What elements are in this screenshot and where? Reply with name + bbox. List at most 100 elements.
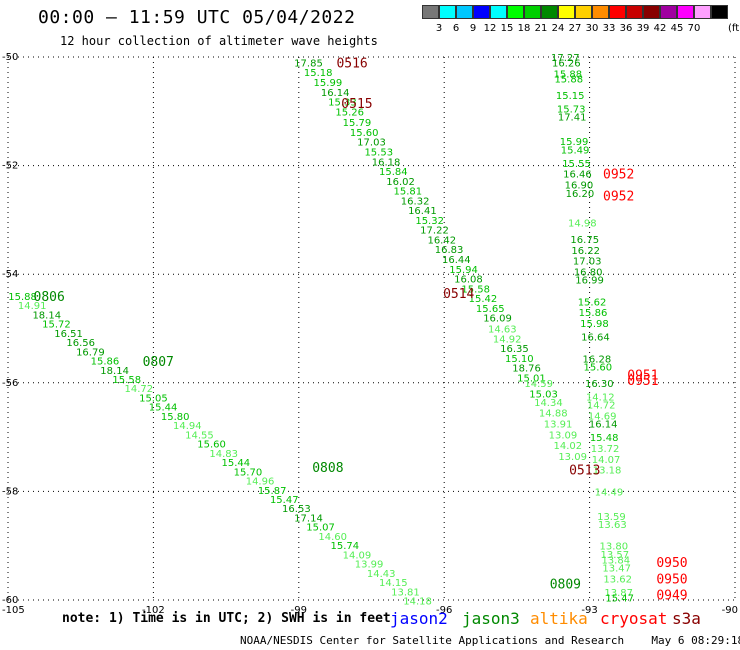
pass-time-label: 0513 — [569, 464, 600, 479]
wave-height-value: 13.63 — [598, 520, 627, 531]
wave-height-value: 16.80 — [574, 267, 603, 278]
wave-height-value: 16.83 — [435, 245, 464, 256]
wave-height-value: 15.47 — [605, 593, 634, 604]
wave-height-value: 16.22 — [571, 246, 600, 257]
color-scale-swatch — [507, 5, 524, 19]
wave-height-value: 15.47 — [270, 495, 299, 506]
wave-height-value: 15.44 — [149, 403, 178, 414]
wave-height-value: 15.58 — [112, 375, 141, 386]
color-scale-label: 24 — [551, 23, 565, 34]
chart-subtitle: 12 hour collection of altimeter wave hei… — [60, 34, 378, 48]
credit-timestamp: May 6 08:29:18 UTC 2022 — [651, 634, 740, 647]
wave-height-value: 15.79 — [343, 118, 372, 129]
wave-height-value: 14.96 — [246, 477, 275, 488]
wave-height-value: 15.88 — [553, 69, 582, 80]
x-tick-label: -93 — [581, 605, 597, 616]
wave-height-value: 15.65 — [476, 304, 505, 315]
wave-height-value: 15.74 — [331, 541, 360, 552]
wave-height-value: 17.22 — [420, 226, 449, 237]
chart-title: 00:00 – 11:59 UTC 05/04/2022 — [38, 7, 356, 28]
wave-height-value: 13.18 — [593, 466, 622, 477]
wave-height-value: 16.14 — [321, 88, 350, 99]
pass-time-label: 0952 — [603, 168, 634, 183]
pass-time-label: 0949 — [656, 589, 687, 604]
legend-satellite-jason2: jason2 — [390, 609, 448, 628]
wave-height-value: 13.09 — [549, 430, 578, 441]
pass-time-label: 0807 — [143, 355, 174, 370]
pass-time-label: 0514 — [443, 287, 474, 302]
wave-height-value: 14.60 — [318, 532, 347, 543]
wave-height-value: 15.03 — [529, 390, 558, 401]
wave-height-value: 14.72 — [125, 384, 154, 395]
wave-height-value: 15.88 — [8, 292, 37, 303]
wave-height-value: 13.62 — [603, 574, 632, 585]
wave-height-value: 17.03 — [573, 257, 602, 268]
wave-height-value: 15.58 — [461, 284, 490, 295]
color-scale-label: 6 — [452, 23, 460, 34]
color-scale-label: 45 — [670, 23, 684, 34]
y-tick-label: -52 — [2, 161, 18, 172]
wave-height-value: 15.26 — [335, 107, 364, 118]
pass-time-label: 0950 — [656, 556, 687, 571]
pass-time-label: 0952 — [603, 189, 634, 204]
color-scale-label: 21 — [534, 23, 548, 34]
color-scale-swatch — [660, 5, 677, 19]
wave-height-value: 15.87 — [258, 486, 287, 497]
color-scale-swatch — [524, 5, 541, 19]
wave-height-value: 16.75 — [570, 235, 599, 246]
wave-height-value: 14.69 — [588, 411, 617, 422]
color-scale-label: 33 — [602, 23, 616, 34]
wave-height-value: 13.09 — [558, 452, 587, 463]
pass-time-label: 0516 — [336, 56, 367, 71]
pass-time-label: 0808 — [312, 461, 343, 476]
color-scale-swatch — [422, 5, 439, 19]
wave-height-value: 17.14 — [294, 513, 323, 524]
wave-height-value: 16.28 — [583, 354, 612, 365]
wave-height-value: 14.72 — [587, 401, 616, 412]
wave-height-value: 14.55 — [185, 430, 214, 441]
pass-time-label: 0515 — [341, 97, 372, 112]
pass-time-label: 0806 — [34, 290, 65, 305]
legend-satellite-altika: altika — [530, 609, 588, 628]
wave-height-value: 13.84 — [601, 555, 630, 566]
color-scale-label: 42 — [653, 23, 667, 34]
footer-credit: NOAA/NESDIS Center for Satellite Applica… — [240, 634, 740, 647]
wave-height-value: 16.90 — [565, 181, 594, 192]
wave-height-value: 15.99 — [314, 78, 343, 89]
wave-height-value: 15.55 — [562, 159, 591, 170]
color-scale-label: 30 — [585, 23, 599, 34]
wave-height-value: 15.60 — [584, 363, 613, 374]
wave-height-value: 14.34 — [534, 398, 563, 409]
color-scale-label: 18 — [517, 23, 531, 34]
wave-height-value: 16.26 — [552, 58, 581, 69]
wave-height-value: 15.86 — [579, 308, 608, 319]
wave-height-value: 16.14 — [589, 420, 618, 431]
wave-height-value: 14.94 — [173, 421, 202, 432]
x-tick-label: -102 — [142, 605, 165, 616]
wave-height-value: 16.30 — [585, 379, 614, 390]
wave-height-value: 15.80 — [161, 412, 190, 423]
color-scale-label: 39 — [636, 23, 650, 34]
color-scale-label: 27 — [568, 23, 582, 34]
wave-height-value: 16.42 — [427, 235, 456, 246]
wave-height-value: 18.14 — [32, 310, 61, 321]
x-tick-label: -96 — [436, 605, 452, 616]
color-scale-swatch — [592, 5, 609, 19]
wave-height-value: 14.07 — [592, 455, 621, 466]
wave-height-value: 13.91 — [544, 420, 573, 431]
pass-time-label: 0950 — [656, 572, 687, 587]
wave-height-value: 17.85 — [294, 58, 323, 69]
wave-height-value: 15.60 — [197, 440, 226, 451]
color-scale-swatch — [439, 5, 456, 19]
wave-height-value: 13.80 — [600, 542, 629, 553]
wave-height-value: 13.47 — [602, 563, 631, 574]
y-tick-label: -56 — [2, 378, 18, 389]
color-scale-swatch — [643, 5, 660, 19]
wave-height-value: 17.03 — [357, 138, 386, 149]
wave-height-value: 15.73 — [557, 105, 586, 116]
color-scale-swatch — [677, 5, 694, 19]
wave-height-value: 16.09 — [483, 314, 512, 325]
x-tick-label: -105 — [2, 605, 25, 616]
color-scale-swatch — [694, 5, 711, 19]
